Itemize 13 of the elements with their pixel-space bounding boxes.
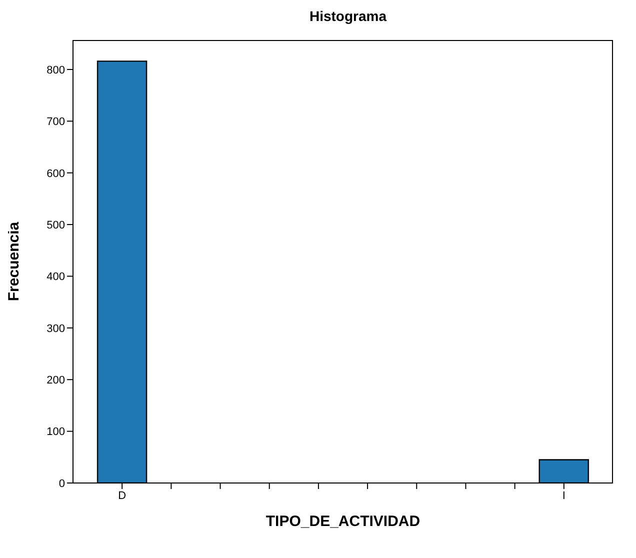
y-tick-label: 600 <box>46 168 65 180</box>
y-tick-label: 400 <box>46 271 65 284</box>
y-tick-label: 800 <box>46 64 65 76</box>
y-tick-label: 300 <box>46 322 65 335</box>
x-axis-title: TIPO_DE_ACTIVIDAD <box>266 513 420 530</box>
x-tick-label: D <box>118 490 126 502</box>
y-tick-label: 100 <box>46 426 65 438</box>
y-tick-label: 0 <box>58 478 65 490</box>
y-tick-label: 500 <box>46 219 65 232</box>
x-tick-label: I <box>562 490 566 502</box>
y-tick-label: 700 <box>46 116 65 128</box>
chart-title: Histograma <box>308 8 388 26</box>
y-tick-label: 200 <box>46 374 65 387</box>
